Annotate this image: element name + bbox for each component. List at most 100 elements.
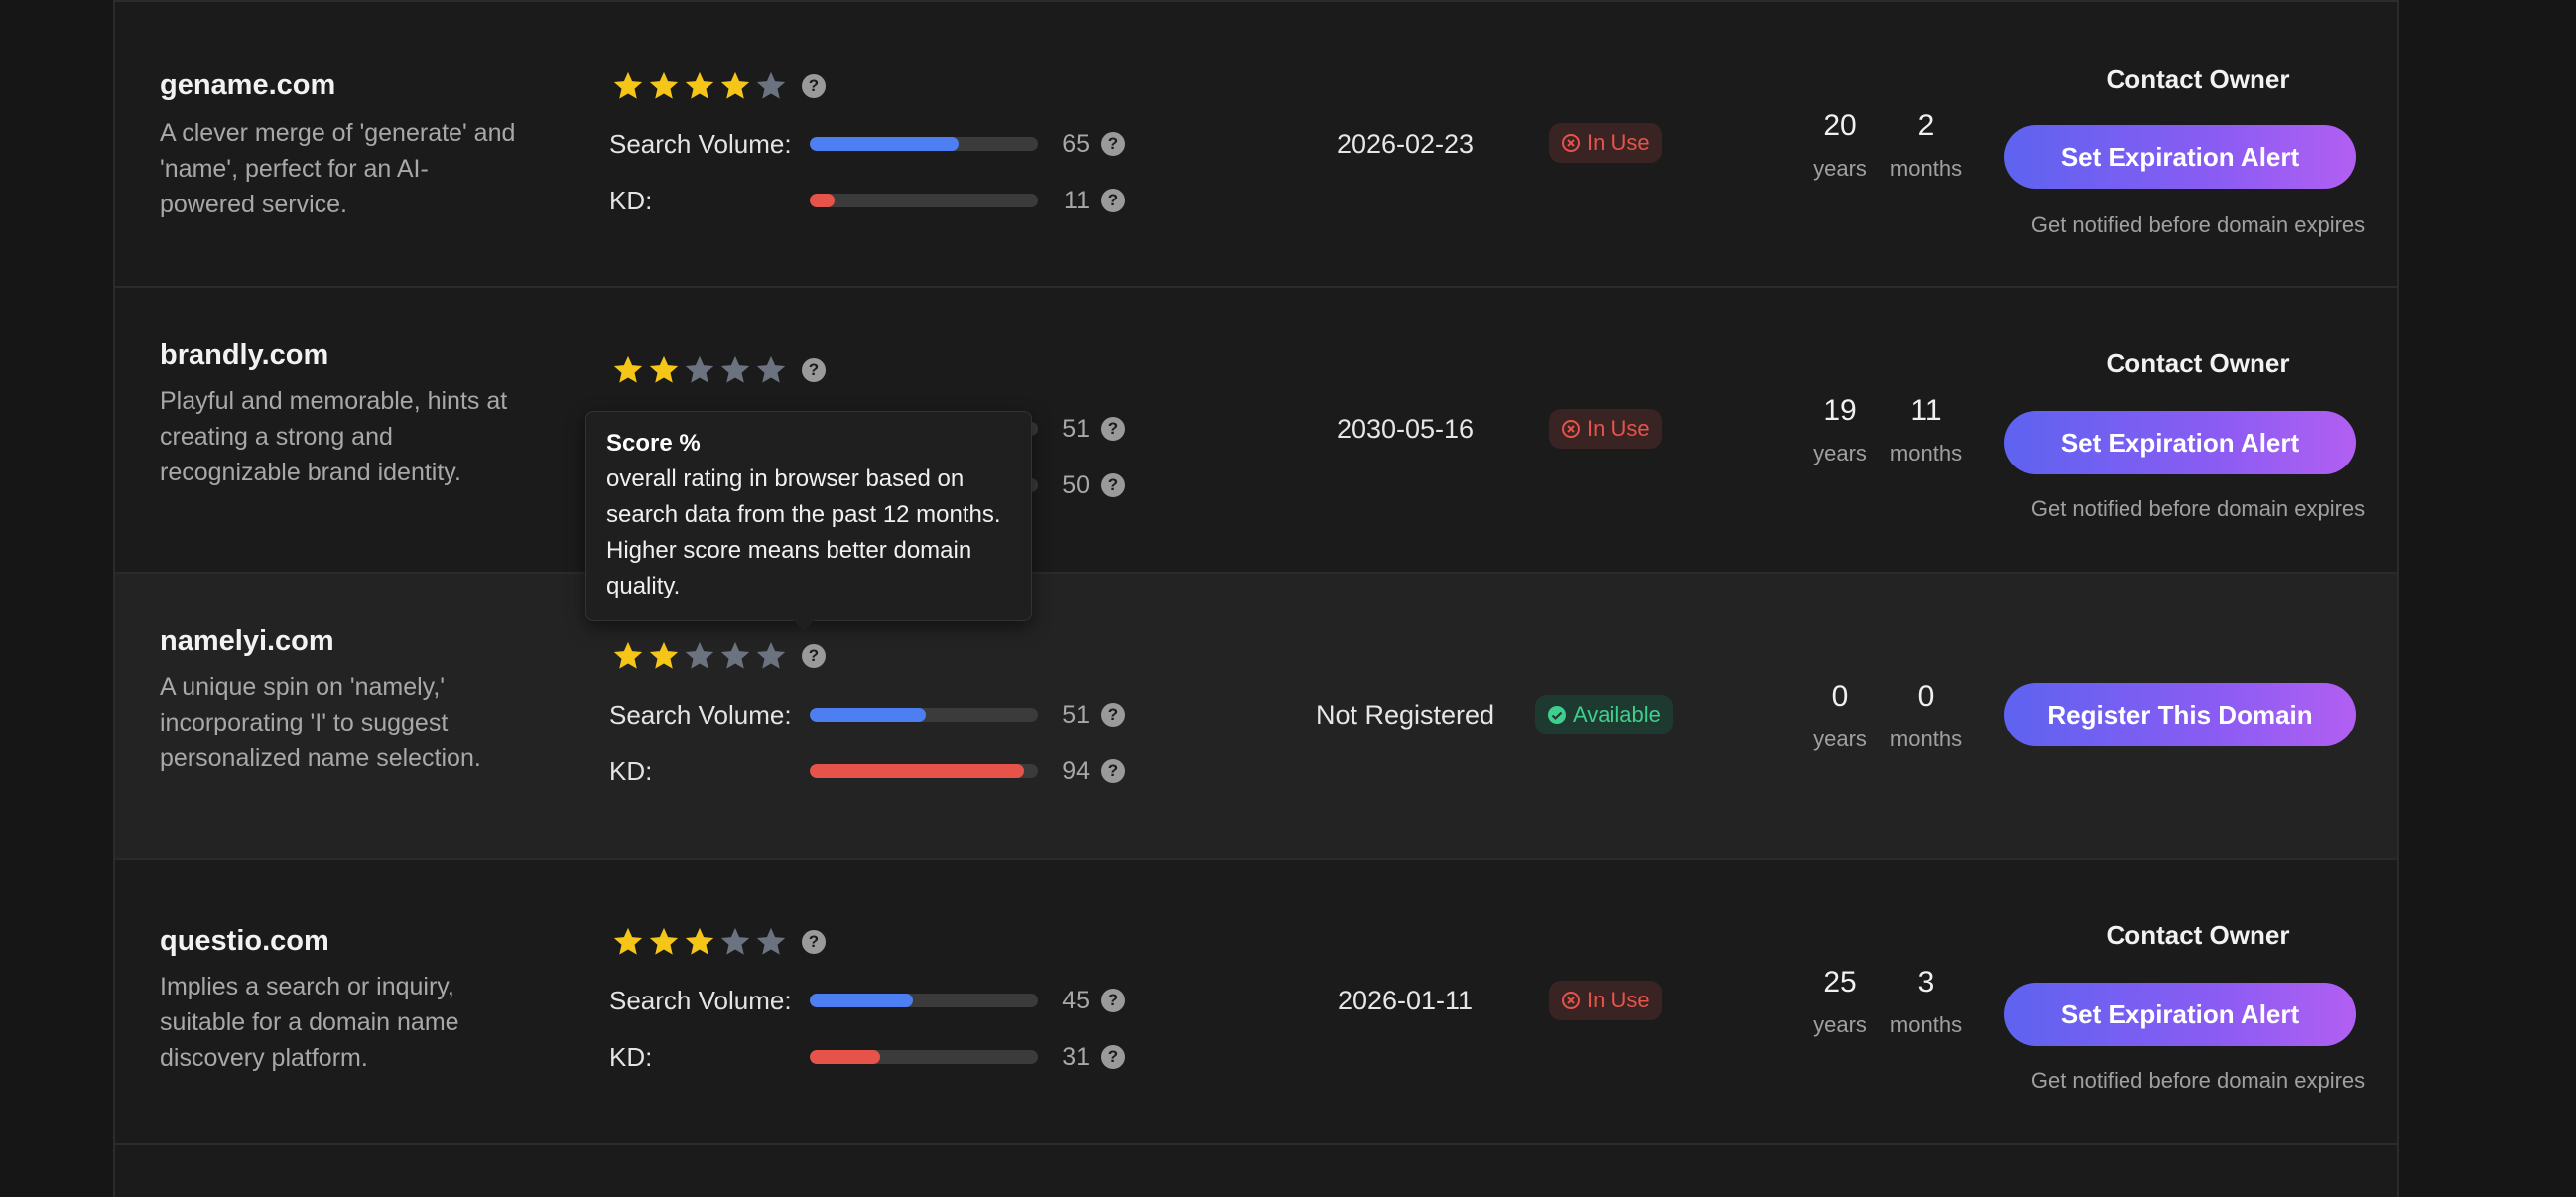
table-row: questio.com Implies a search or inquiry,… [115, 860, 2397, 1145]
star-empty-icon [685, 355, 714, 383]
alert-note: Get notified before domain expires [2030, 212, 2366, 237]
search-volume-help-icon[interactable]: ? [1101, 417, 1125, 441]
domain-name[interactable]: namelyi.com [160, 625, 334, 657]
kd-help-icon[interactable]: ? [1101, 759, 1125, 783]
age-months-value: 11 [1910, 394, 1942, 427]
star-filled-icon [613, 71, 643, 99]
table-top-divider [115, 0, 2397, 2]
kd-help-icon[interactable]: ? [1101, 1045, 1125, 1069]
age-years-value: 20 [1823, 109, 1857, 142]
kd-bar [810, 764, 1038, 778]
set-expiration-alert-button[interactable]: Set Expiration Alert [2004, 125, 2356, 189]
alert-note: Get notified before domain expires [2030, 1068, 2366, 1093]
search-volume-label: Search Volume: [609, 699, 792, 730]
kd-fill [810, 1050, 881, 1064]
status-badge: In Use [1549, 409, 1662, 449]
score-help-icon[interactable]: ? [802, 358, 826, 382]
domain-name[interactable]: questio.com [160, 925, 329, 957]
age-years-value: 25 [1823, 966, 1857, 998]
age-years-unit: years [1813, 156, 1867, 181]
search-volume-label: Search Volume: [609, 985, 792, 1015]
expiry-date: 2026-01-11 [1337, 986, 1474, 1015]
status-text: In Use [1587, 988, 1650, 1012]
expiry-date: Not Registered [1315, 700, 1495, 730]
x-circle-icon [1562, 134, 1580, 152]
star-empty-icon [720, 927, 750, 955]
search-volume-value: 65 [1062, 129, 1090, 158]
age-months-value: 0 [1917, 680, 1935, 713]
age-years-value: 0 [1831, 680, 1849, 713]
star-filled-icon [685, 927, 714, 955]
score-help-icon[interactable]: ? [802, 644, 826, 668]
contact-owner-link[interactable]: Contact Owner [2106, 348, 2290, 378]
search-volume-help-icon[interactable]: ? [1101, 989, 1125, 1012]
star-filled-icon [649, 71, 679, 99]
set-expiration-alert-button[interactable]: Set Expiration Alert [2004, 983, 2356, 1046]
tooltip-arrow [792, 619, 816, 631]
star-filled-icon [613, 927, 643, 955]
domain-results-table: gename.com A clever merge of 'generate' … [113, 0, 2399, 1197]
table-row: namelyi.com A unique spin on 'namely,' i… [115, 574, 2397, 860]
star-empty-icon [756, 641, 786, 669]
age-years-unit: years [1813, 727, 1867, 751]
search-volume-bar [810, 994, 1038, 1007]
age-months-value: 2 [1917, 109, 1935, 142]
check-circle-icon [1548, 706, 1566, 724]
age-months-unit: months [1889, 441, 1963, 466]
domain-description: A clever merge of 'generate' and 'name',… [160, 119, 516, 218]
search-volume-value: 45 [1062, 986, 1090, 1014]
status-text: Available [1573, 702, 1661, 727]
age-months-unit: months [1889, 727, 1963, 751]
star-empty-icon [720, 355, 750, 383]
kd-label: KD: [609, 755, 653, 786]
star-empty-icon [720, 641, 750, 669]
status-text: In Use [1587, 130, 1650, 155]
score-help-icon[interactable]: ? [802, 74, 826, 98]
kd-value: 50 [1062, 470, 1090, 499]
status-text: In Use [1587, 416, 1650, 441]
status-badge: Available [1535, 695, 1673, 734]
search-volume-metric: Search Volume: 45 ? [609, 981, 1125, 1020]
search-volume-bar [810, 137, 1038, 151]
kd-value: 94 [1062, 756, 1090, 785]
contact-owner-link[interactable]: Contact Owner [2106, 65, 2290, 94]
tooltip-body: overall rating in browser based on searc… [606, 466, 1001, 599]
search-volume-metric: Search Volume: 51 ? [609, 695, 1125, 734]
status-badge: In Use [1549, 123, 1662, 163]
set-expiration-alert-button[interactable]: Set Expiration Alert [2004, 411, 2356, 474]
star-empty-icon [756, 355, 786, 383]
kd-fill [810, 194, 836, 207]
age-months-value: 3 [1917, 966, 1935, 998]
kd-value: 31 [1062, 1042, 1090, 1071]
domain-description: A unique spin on 'namely,' incorporating… [160, 673, 481, 772]
score-stars: ? [611, 636, 826, 676]
register-domain-button[interactable]: Register This Domain [2004, 683, 2356, 746]
score-stars: ? [611, 66, 826, 106]
star-filled-icon [649, 641, 679, 669]
domain-name[interactable]: gename.com [160, 69, 336, 101]
domain-name[interactable]: brandly.com [160, 339, 329, 371]
score-stars: ? [611, 922, 826, 962]
status-badge: In Use [1549, 981, 1662, 1020]
kd-help-icon[interactable]: ? [1101, 473, 1125, 497]
table-row: brandly.com Playful and memorable, hints… [115, 288, 2397, 574]
star-empty-icon [756, 927, 786, 955]
x-circle-icon [1562, 992, 1580, 1009]
age-months-unit: months [1889, 156, 1963, 181]
search-volume-value: 51 [1062, 414, 1090, 443]
search-volume-bar [810, 708, 1038, 722]
search-volume-value: 51 [1062, 700, 1090, 729]
kd-metric: KD: 11 ? [609, 181, 1125, 220]
contact-owner-link[interactable]: Contact Owner [2106, 920, 2290, 950]
search-volume-help-icon[interactable]: ? [1101, 132, 1125, 156]
star-filled-icon [685, 71, 714, 99]
score-help-icon[interactable]: ? [802, 930, 826, 954]
score-tooltip: Score % overall rating in browser based … [585, 411, 1032, 621]
kd-label: KD: [609, 1041, 653, 1072]
search-volume-help-icon[interactable]: ? [1101, 703, 1125, 727]
domain-description: Playful and memorable, hints at creating… [160, 387, 508, 486]
kd-help-icon[interactable]: ? [1101, 189, 1125, 212]
kd-bar [810, 1050, 1038, 1064]
table-row: gename.com A clever merge of 'generate' … [115, 2, 2397, 288]
search-volume-fill [810, 994, 913, 1007]
